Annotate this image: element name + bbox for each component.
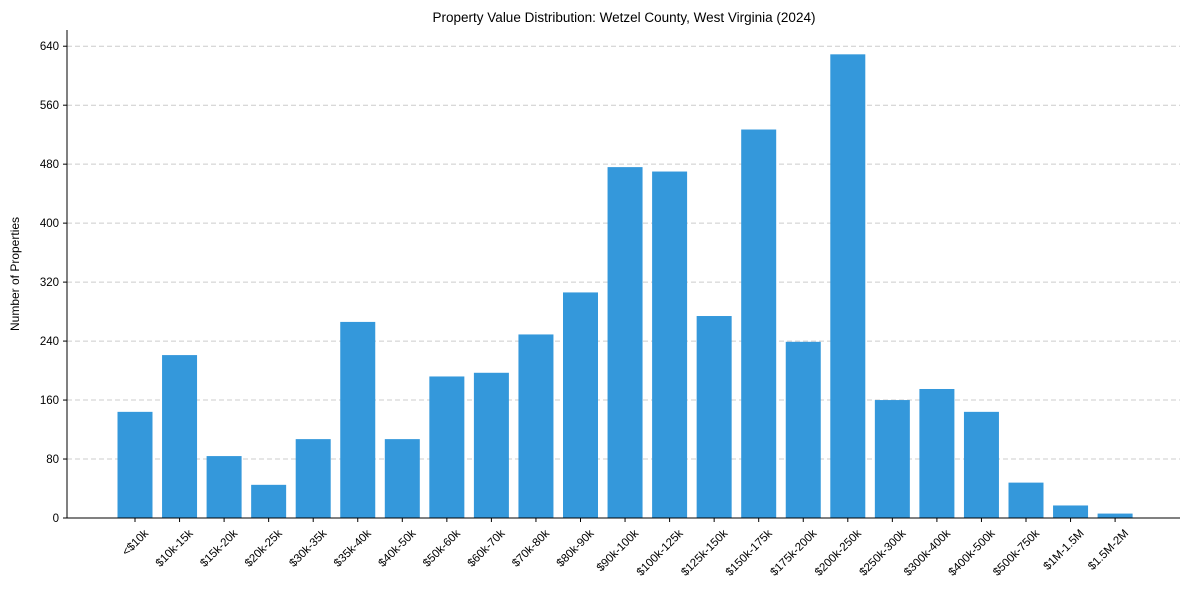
bar-15 — [785, 341, 821, 518]
x-tick-label: $1M-1.5M — [1042, 528, 1087, 573]
bar-20 — [1008, 482, 1044, 518]
x-tick-label: $30k-35k — [287, 527, 329, 569]
y-tick-label: 80 — [46, 454, 59, 466]
x-tick-label: $60k-70k — [466, 527, 508, 569]
bar-6 — [384, 439, 420, 518]
bar-1 — [162, 355, 198, 518]
bar-4 — [295, 439, 331, 518]
x-tick-label: $400k-500k — [947, 527, 998, 578]
y-tick-label: 400 — [40, 218, 59, 230]
x-tick-label: $70k-80k — [510, 527, 552, 569]
axes — [66, 30, 1180, 519]
x-tick-label: <$10k — [120, 527, 151, 558]
bar-17 — [874, 400, 910, 518]
x-tick-label: $10k-15k — [154, 527, 196, 569]
y-tick-label: 320 — [40, 277, 59, 289]
chart-title: Property Value Distribution: Wetzel Coun… — [433, 10, 816, 25]
y-axis-label: Number of Properties — [8, 217, 22, 331]
x-tick-label: $1.5M-2M — [1086, 528, 1131, 573]
bar-16 — [830, 54, 866, 518]
x-tick-label: $20k-25k — [243, 527, 285, 569]
bar-14 — [741, 129, 777, 519]
bar-7 — [429, 376, 465, 518]
x-tick-label: $50k-60k — [421, 527, 463, 569]
x-tick-label: $40k-50k — [376, 527, 418, 569]
x-tick-label: $500k-750k — [991, 527, 1042, 578]
bar-2 — [206, 456, 242, 518]
bar-0 — [117, 411, 153, 518]
bar-11 — [607, 167, 643, 518]
x-tick-label: $15k-20k — [198, 527, 240, 569]
bar-22 — [1097, 513, 1133, 518]
bar-19 — [963, 411, 999, 518]
y-ticks: 0 80 160 240 320 400 480 560 640 — [40, 41, 67, 525]
bar-21 — [1053, 505, 1089, 518]
x-tick-label: $250k-300k — [857, 527, 908, 578]
bar-10 — [563, 292, 598, 518]
y-tick-label: 560 — [40, 100, 59, 112]
bars — [117, 54, 1133, 519]
bar-9 — [518, 334, 554, 518]
bar-5 — [340, 321, 376, 518]
bar-8 — [473, 372, 509, 518]
x-tick-label: $35k-40k — [332, 527, 374, 569]
y-tick-label: 640 — [40, 41, 59, 53]
y-tick-label: 0 — [53, 513, 59, 525]
x-tick-label: $150k-175k — [724, 527, 775, 578]
x-tick-label: $175k-200k — [768, 527, 819, 578]
x-ticks: <$10k $10k-15k $15k-20k $20k-25k $30k-35k $35… — [120, 518, 1131, 579]
x-tick-label: $80k-90k — [555, 527, 597, 569]
x-tick-label: $125k-150k — [679, 527, 730, 578]
x-tick-label: $300k-400k — [902, 527, 953, 578]
y-tick-label: 160 — [40, 395, 59, 407]
y-tick-label: 240 — [40, 336, 59, 348]
x-tick-label: $100k-125k — [635, 527, 686, 578]
bar-3 — [251, 484, 287, 518]
x-tick-label: $200k-250k — [813, 527, 864, 578]
bar-12 — [652, 171, 688, 519]
bar-13 — [696, 316, 732, 518]
x-tick-label: $90k-100k — [595, 527, 642, 574]
bar-18 — [919, 388, 955, 518]
y-tick-label: 480 — [40, 159, 59, 171]
